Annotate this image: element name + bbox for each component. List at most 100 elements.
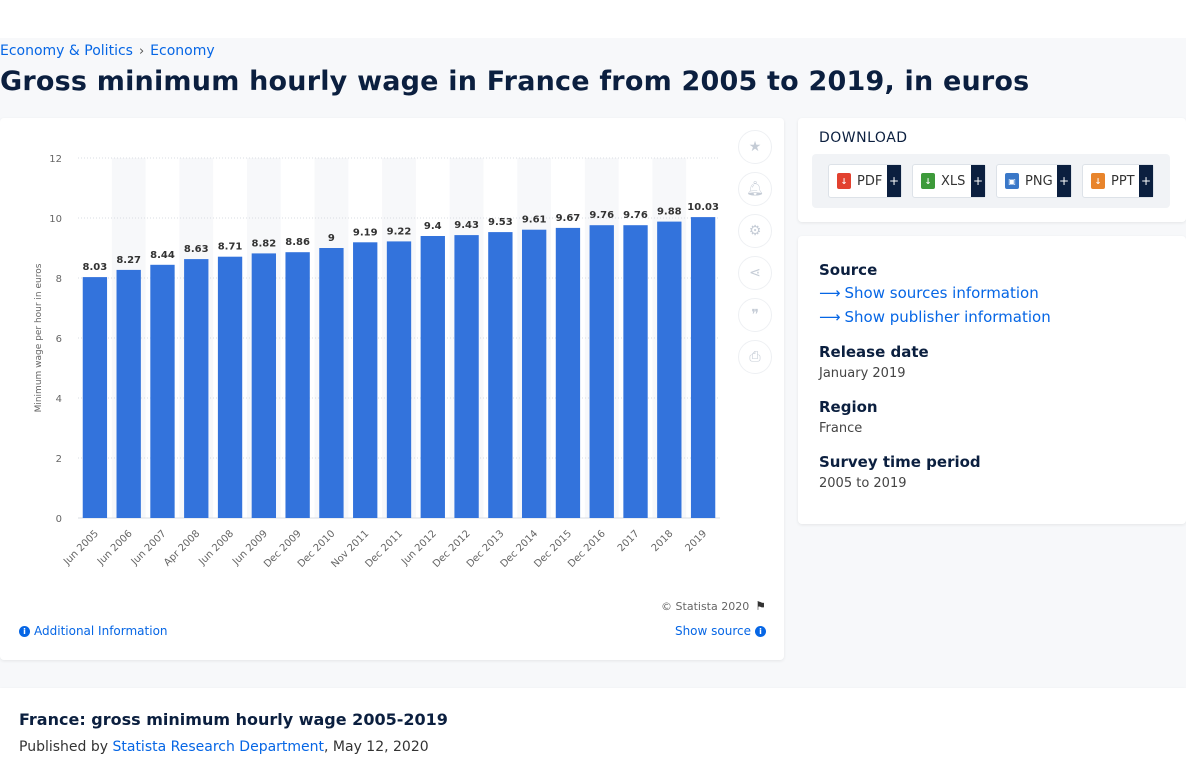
download-pdf-label: PDF — [857, 173, 883, 189]
show-publisher-label: Show publisher information — [844, 308, 1051, 326]
release-date-heading: Release date — [819, 343, 929, 361]
y-tick-label: 0 — [56, 514, 62, 525]
arrow-right-icon: ⟶ — [819, 284, 841, 302]
show-publisher-link[interactable]: ⟶ Show publisher information — [819, 308, 1051, 326]
breadcrumb-separator: › — [138, 43, 145, 59]
print-button[interactable]: ⎙ — [738, 340, 772, 374]
bar — [150, 264, 175, 518]
publication-line: Published by Statista Research Departmen… — [19, 739, 429, 755]
copyright-text: © Statista 2020 — [661, 599, 750, 613]
y-tick-label: 12 — [49, 154, 62, 165]
data-label: 8.03 — [83, 262, 108, 273]
share-button[interactable]: ⋖ — [738, 256, 772, 290]
flag-icon[interactable]: ⚑ — [755, 599, 766, 613]
x-tick-label: 2018 — [650, 528, 676, 554]
bar — [184, 259, 209, 518]
source-heading: Source — [819, 261, 878, 279]
data-label: 8.86 — [285, 237, 310, 248]
download-png-plus[interactable]: + — [1057, 165, 1071, 197]
show-sources-link[interactable]: ⟶ Show sources information — [819, 284, 1039, 302]
x-tick-label: Jun 2006 — [95, 528, 135, 568]
quote-icon: ❞ — [751, 307, 759, 323]
data-label: 9.61 — [522, 215, 547, 226]
data-label: 10.03 — [687, 202, 719, 213]
data-label: 9.19 — [353, 227, 378, 238]
show-source-link[interactable]: Show source i — [675, 624, 766, 638]
bar — [521, 229, 547, 518]
data-label: 9.43 — [454, 220, 479, 231]
favorite-button[interactable]: ★ — [738, 130, 772, 164]
bar — [285, 252, 310, 518]
xls-file-icon: ↓ — [921, 173, 935, 189]
page-title: Gross minimum hourly wage in France from… — [0, 66, 1030, 97]
info-icon: i — [19, 625, 30, 637]
x-tick-label: Apr 2008 — [162, 528, 202, 568]
publication-title: France: gross minimum hourly wage 2005-2… — [19, 710, 448, 729]
data-label: 9.53 — [488, 217, 513, 228]
bar — [353, 242, 378, 519]
download-card: DOWNLOAD ↓ PDF + ↓ XLS + ▣ PNG + ↓ PPT + — [798, 118, 1186, 222]
data-label: 8.63 — [184, 244, 209, 255]
print-icon: ⎙ — [749, 349, 761, 365]
data-label: 8.44 — [150, 250, 175, 261]
x-tick-label: 2019 — [683, 528, 709, 554]
y-axis-label: Minimum wage per hour in euros — [34, 263, 44, 412]
show-sources-label: Show sources information — [844, 284, 1039, 302]
survey-period-value: 2005 to 2019 — [819, 476, 907, 491]
download-pdf-plus[interactable]: + — [887, 165, 901, 197]
download-xls-label: XLS — [941, 173, 966, 189]
y-tick-label: 10 — [49, 214, 62, 225]
download-ppt-label: PPT — [1111, 173, 1135, 189]
data-label: 8.82 — [251, 238, 276, 249]
publisher-link[interactable]: Statista Research Department — [112, 739, 325, 755]
bar — [555, 227, 581, 518]
download-pdf-button[interactable]: ↓ PDF + — [828, 164, 902, 198]
bar — [690, 217, 716, 518]
download-png-button[interactable]: ▣ PNG + — [996, 164, 1072, 198]
bar — [251, 253, 277, 518]
y-tick-label: 6 — [56, 334, 62, 345]
additional-information-label: Additional Information — [34, 624, 168, 638]
gear-icon: ⚙ — [748, 223, 762, 239]
bar — [488, 232, 513, 518]
region-heading: Region — [819, 398, 878, 416]
share-icon: ⋖ — [749, 265, 761, 281]
data-label: 9.88 — [657, 207, 682, 218]
data-label: 9 — [328, 233, 335, 244]
arrow-right-icon: ⟶ — [819, 308, 841, 326]
show-source-label: Show source — [674, 624, 751, 638]
pdf-file-icon: ↓ — [837, 173, 851, 189]
breadcrumb: Economy & Politics › Economy — [0, 43, 215, 59]
additional-information-link[interactable]: i Additional Information — [19, 624, 168, 638]
x-tick-label: 2017 — [616, 528, 642, 554]
bell-icon: 🔔︎ — [746, 181, 764, 197]
bar — [116, 269, 141, 518]
download-xls-plus[interactable]: + — [971, 165, 985, 197]
bar — [386, 241, 412, 518]
copyright: © Statista 2020 ⚑ — [661, 599, 766, 613]
chart-card: 0 2 4 6 8 10 12 Minimum wage per hour in euros 8… — [0, 118, 784, 660]
notification-button[interactable]: 🔔︎ — [738, 172, 772, 206]
data-label: 9.76 — [623, 210, 648, 221]
download-ppt-plus[interactable]: + — [1139, 165, 1153, 197]
citation-button[interactable]: ❞ — [738, 298, 772, 332]
data-label: 9.67 — [556, 213, 581, 224]
data-label: 9.4 — [424, 221, 442, 232]
y-tick-label: 2 — [56, 454, 62, 465]
bar — [319, 248, 344, 518]
download-ppt-button[interactable]: ↓ PPT + — [1082, 164, 1154, 198]
publication-card: France: gross minimum hourly wage 2005-2… — [0, 688, 1186, 760]
data-label: 9.22 — [387, 226, 412, 237]
region-value: France — [819, 421, 863, 436]
data-label: 9.76 — [589, 210, 614, 221]
breadcrumb-economy-politics[interactable]: Economy & Politics — [0, 43, 133, 59]
x-tick-label: Jun 2005 — [61, 528, 101, 568]
top-bar — [0, 0, 1186, 38]
download-xls-button[interactable]: ↓ XLS + — [912, 164, 986, 198]
star-icon: ★ — [748, 139, 762, 155]
data-label: 8.71 — [218, 242, 243, 253]
breadcrumb-economy[interactable]: Economy — [150, 43, 215, 59]
settings-button[interactable]: ⚙ — [738, 214, 772, 248]
bar — [589, 225, 614, 518]
survey-period-heading: Survey time period — [819, 453, 981, 471]
